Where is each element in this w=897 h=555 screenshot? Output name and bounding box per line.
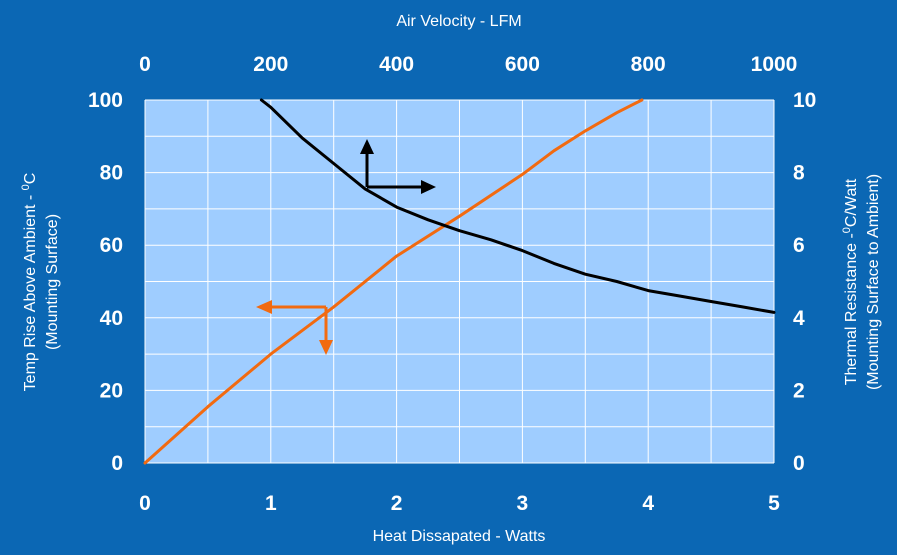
right-axis-title-text: Thermal Resistance -	[843, 233, 860, 385]
top-tick-label: 600	[505, 53, 540, 76]
black-arrow-right-head	[421, 180, 436, 194]
right-tick-label: 2	[793, 379, 805, 402]
right-tick-label: 4	[793, 307, 805, 330]
tick-labels: 0 1 2 3 4 50 200 400 600 800 100002040608010002468…	[88, 53, 816, 515]
series-layer	[143, 98, 776, 465]
right-tick-label: 0	[793, 452, 805, 475]
black-arrow-up-head	[360, 139, 374, 154]
bottom-axis-title: Heat Dissapated - Watts	[373, 528, 546, 545]
orange-arrow-left-head	[256, 300, 272, 314]
left-axis-title-line2: (Mounting Surface)	[44, 214, 61, 350]
bottom-tick-label: 4	[642, 492, 654, 515]
left-axis-title: Temp Rise Above Ambient - 0C (Mounting S…	[20, 173, 61, 392]
right-tick-label: 10	[793, 89, 816, 112]
left-tick-label: 40	[100, 307, 123, 330]
bottom-tick-label: 1	[265, 492, 277, 515]
top-tick-label: 1000	[751, 53, 798, 76]
top-axis-title: Air Velocity - LFM	[396, 13, 521, 30]
top-tick-label: 200	[253, 53, 288, 76]
orange-series-arrows	[256, 300, 333, 355]
bottom-tick-label: 5	[768, 492, 780, 515]
right-axis-title-unit: C/Watt	[843, 178, 860, 227]
top-tick-label: 400	[379, 53, 414, 76]
left-tick-label: 80	[100, 162, 123, 185]
left-axis-title-superscript: 0	[20, 184, 32, 190]
grid	[144, 99, 775, 464]
bottom-tick-label: 0	[139, 492, 151, 515]
series-line-2	[259, 98, 776, 314]
right-axis-title-superscript: 0	[841, 227, 853, 233]
right-axis-title-line2: (Mounting Surface to Ambient)	[865, 174, 882, 390]
svg-text:Thermal Resistance -0C/Watt: Thermal Resistance -0C/Watt	[841, 178, 860, 385]
bottom-tick-label: 2	[391, 492, 403, 515]
left-axis-title-text: Temp Rise Above Ambient -	[22, 190, 39, 391]
black-series-arrows	[360, 139, 436, 194]
right-tick-label: 8	[793, 162, 805, 185]
orange-arrow-down-head	[319, 340, 333, 355]
series-line-1	[143, 98, 644, 465]
right-tick-label: 6	[793, 234, 805, 257]
svg-text:Temp Rise Above Ambient - 0C: Temp Rise Above Ambient - 0C	[20, 173, 39, 392]
top-tick-label: 0	[139, 53, 151, 76]
left-tick-label: 60	[100, 234, 123, 257]
left-tick-label: 100	[88, 89, 123, 112]
left-tick-label: 20	[100, 379, 123, 402]
top-tick-label: 800	[631, 53, 666, 76]
right-axis-title: Thermal Resistance -0C/Watt (Mounting Su…	[841, 174, 882, 390]
left-axis-title-unit: C	[22, 173, 39, 185]
left-tick-label: 0	[111, 452, 123, 475]
bottom-tick-label: 3	[517, 492, 529, 515]
